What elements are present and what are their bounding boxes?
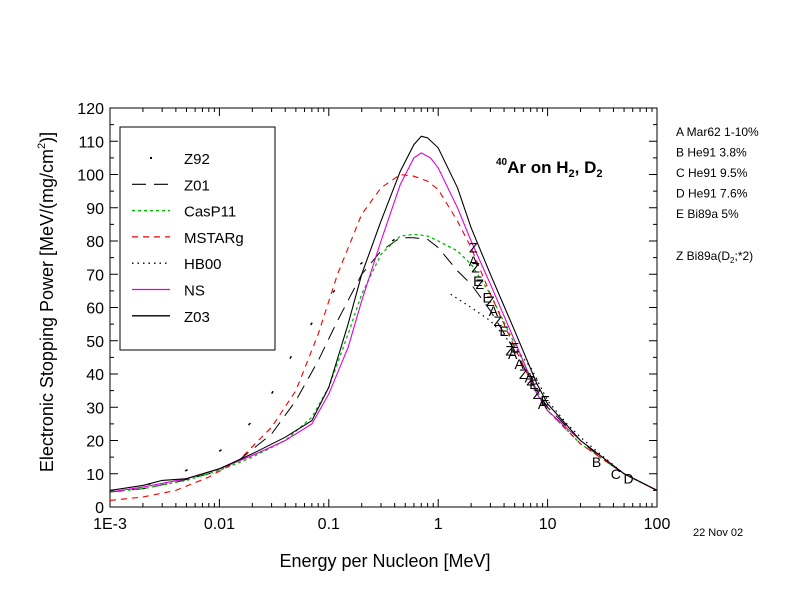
experimental-marker: Z xyxy=(533,386,542,402)
inset-title-sup: 40 xyxy=(496,157,508,168)
side-note: E Bi89a 5% xyxy=(676,207,739,221)
y-axis-title-main: Electronic Stopping Power [MeV/(mg/cm xyxy=(37,149,57,472)
series-line-casp11 xyxy=(109,233,658,493)
y-axis-title-sup: 2 xyxy=(36,143,48,149)
axis-ticks: 1E-3 0.01 0.1 1 10 10001020304050607080901001… xyxy=(77,101,670,533)
experimental-marker: E xyxy=(482,290,491,306)
experimental-marker: D xyxy=(624,471,634,487)
x-tick-label: 10 xyxy=(539,516,557,533)
side-note: Z Bi89a(D2;*2) xyxy=(676,249,753,265)
y-axis-title-tail: )] xyxy=(37,132,57,143)
series-lines xyxy=(109,135,658,501)
y-tick-label: 60 xyxy=(86,301,104,318)
side-note: D He91 7.6% xyxy=(676,187,748,201)
inset-title-sub1: 2 xyxy=(569,168,575,180)
x-tick-label: 100 xyxy=(644,516,671,533)
y-tick-label: 100 xyxy=(77,168,104,185)
experimental-marker: E xyxy=(510,339,519,355)
y-tick-label: 30 xyxy=(86,400,104,417)
side-note: C He91 9.5% xyxy=(676,166,748,180)
experimental-marker: C xyxy=(611,466,621,482)
y-tick-label: 110 xyxy=(78,134,104,151)
legend-box xyxy=(119,126,276,351)
side-notes: A Mar62 1-10% B He91 3.8% C He91 9.5% D He9… xyxy=(676,125,759,265)
side-note-text: E Bi89a 5% xyxy=(676,207,739,221)
y-tick-label: 0 xyxy=(95,500,104,517)
experimental-marker: Z xyxy=(486,293,495,309)
experimental-marker: B xyxy=(592,454,601,470)
x-tick-label: 0.01 xyxy=(204,516,235,533)
side-note-text: A Mar62 1-10% xyxy=(676,125,759,139)
series-line-z03 xyxy=(109,135,658,491)
x-tick-label: 1E-3 xyxy=(93,516,127,533)
side-note-text: B He91 3.8% xyxy=(676,146,747,160)
experimental-marker: Z xyxy=(469,240,478,256)
legend-label-hb00: HB00 xyxy=(184,256,222,273)
y-tick-label: 20 xyxy=(86,434,104,451)
side-note-text: Z Bi89a(D xyxy=(676,249,730,263)
experimental-marker: E xyxy=(499,323,508,339)
x-axis-title: Energy per Nucleon [MeV] xyxy=(279,551,490,571)
x-tick-label: 1 xyxy=(434,516,443,533)
legend-label-mstarg: MSTARg xyxy=(184,230,244,247)
legend-label-z03: Z03 xyxy=(184,309,210,326)
experimental-marker: A xyxy=(489,303,499,319)
legend-label-z92: Z92 xyxy=(184,151,210,168)
y-tick-label: 70 xyxy=(86,267,104,284)
legend-label-ns: NS xyxy=(184,283,205,300)
inset-title-base: Ar on H xyxy=(507,158,568,177)
y-tick-label: 40 xyxy=(86,367,104,384)
y-tick-label: 80 xyxy=(86,234,104,251)
experimental-marker: E xyxy=(473,273,482,289)
side-note-text: C He91 9.5% xyxy=(676,166,748,180)
experimental-marker: Z xyxy=(471,260,480,276)
experimental-marker: A xyxy=(538,396,548,412)
y-tick-label: 10 xyxy=(86,467,104,484)
series-line-ns xyxy=(109,152,658,493)
x-tick-label: 0.1 xyxy=(318,516,340,533)
inset-title-mid: , D xyxy=(575,158,597,177)
side-note-sub: 2 xyxy=(730,256,735,265)
experimental-marker: Z xyxy=(519,366,528,382)
y-axis-title: Electronic Stopping Power [MeV/(mg/cm2)] xyxy=(36,132,57,472)
y-tick-label: 90 xyxy=(86,201,104,218)
y-tick-label: 50 xyxy=(86,334,104,351)
inset-title-sub2: 2 xyxy=(596,168,602,180)
experimental-marker: Z xyxy=(505,343,514,359)
experimental-marker: A xyxy=(469,253,479,269)
experimental-marker: A xyxy=(508,346,518,362)
y-tick-label: 120 xyxy=(77,101,104,118)
series-line-hb00 xyxy=(450,293,658,491)
experimental-marker: E xyxy=(529,376,538,392)
experimental-marker: Z xyxy=(493,313,502,329)
legend-label-casp11: CasP11 xyxy=(184,204,236,221)
side-note-text: D He91 7.6% xyxy=(676,187,748,201)
legend-label-z01: Z01 xyxy=(184,177,210,194)
experimental-marker: A xyxy=(515,356,525,372)
experimental-marker: E xyxy=(540,393,549,409)
legend: Z92 Z01 CasP11 MSTARg HB00 NS Z03 xyxy=(119,126,276,351)
side-note-tail: ;*2) xyxy=(734,249,753,263)
series-line-mstarg xyxy=(109,173,658,501)
inset-title: 40Ar on H2, D2 xyxy=(496,157,603,180)
experimental-marker: Z xyxy=(476,276,485,292)
experimental-marker: A xyxy=(525,369,535,385)
date-label: 22 Nov 02 xyxy=(693,527,743,539)
side-note: A Mar62 1-10% xyxy=(676,125,759,139)
side-note: B He91 3.8% xyxy=(676,146,747,160)
experimental-marker: Z xyxy=(526,373,535,389)
